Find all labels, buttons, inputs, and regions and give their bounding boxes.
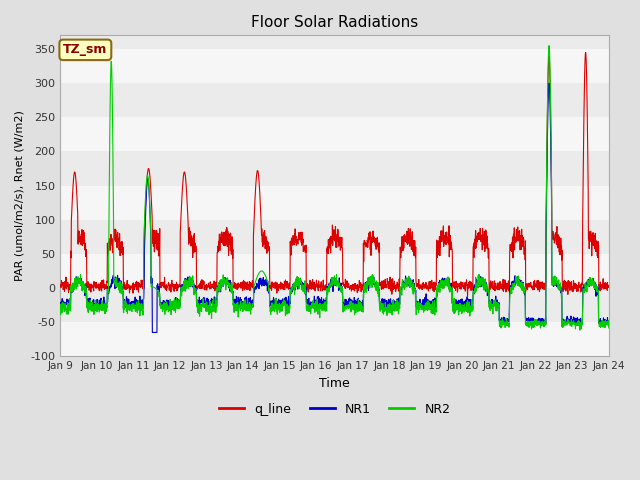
NR2 xyxy=(494,302,502,308)
Line: NR2: NR2 xyxy=(60,46,609,330)
q_line xyxy=(557,244,564,250)
Text: TZ_sm: TZ_sm xyxy=(63,43,108,56)
NR1 xyxy=(557,290,564,296)
Legend: q_line, NR1, NR2: q_line, NR1, NR2 xyxy=(214,398,455,420)
NR1 xyxy=(494,304,502,310)
q_line xyxy=(494,280,502,286)
Bar xyxy=(60,186,609,220)
q_line xyxy=(362,244,370,250)
Bar xyxy=(60,49,609,83)
NR2 xyxy=(209,306,217,312)
NR1 xyxy=(363,281,371,287)
q_line xyxy=(209,285,217,290)
Title: Floor Solar Radiations: Floor Solar Radiations xyxy=(251,15,418,30)
q_line xyxy=(56,284,64,289)
NR2 xyxy=(545,43,553,48)
NR1 xyxy=(572,315,580,321)
Bar xyxy=(60,117,609,152)
NR1 xyxy=(148,330,156,336)
NR2 xyxy=(576,327,584,333)
NR1 xyxy=(351,300,358,306)
NR1 xyxy=(56,300,64,305)
q_line xyxy=(582,49,589,55)
X-axis label: Time: Time xyxy=(319,377,350,390)
q_line xyxy=(464,293,472,299)
Bar xyxy=(60,254,609,288)
NR2 xyxy=(572,321,580,326)
Bar xyxy=(60,322,609,356)
q_line xyxy=(351,281,358,287)
NR2 xyxy=(557,280,564,286)
NR1 xyxy=(545,80,553,86)
NR2 xyxy=(362,282,370,288)
Y-axis label: PAR (umol/m2/s), Rnet (W/m2): PAR (umol/m2/s), Rnet (W/m2) xyxy=(15,110,25,281)
NR2 xyxy=(56,304,64,310)
Line: NR1: NR1 xyxy=(60,83,609,333)
Line: q_line: q_line xyxy=(60,52,609,296)
NR1 xyxy=(210,303,218,309)
q_line xyxy=(605,285,612,290)
q_line xyxy=(572,282,580,288)
NR2 xyxy=(605,325,612,331)
NR2 xyxy=(351,303,358,309)
NR1 xyxy=(605,318,612,324)
